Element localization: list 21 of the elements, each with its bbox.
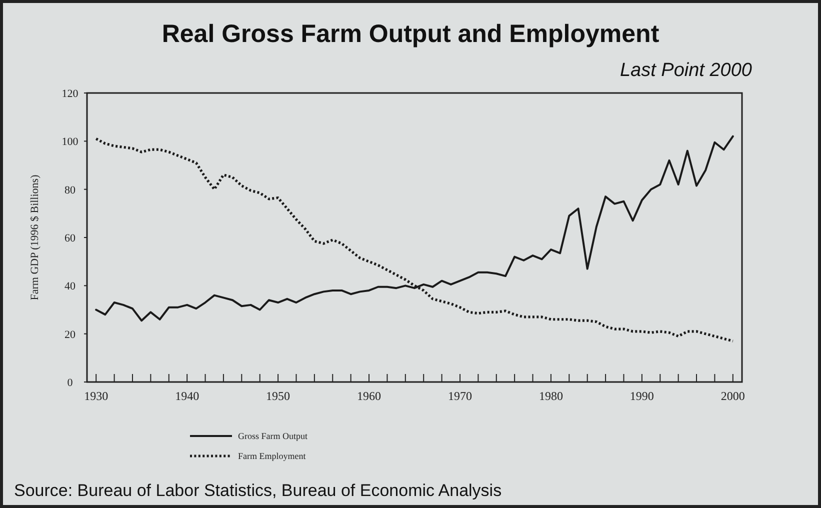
source-note: Source: Bureau of Labor Statistics, Bureau of Economic Analysis — [14, 481, 502, 500]
y-tick-label: 0 — [67, 377, 74, 389]
x-tick-label: 2000 — [720, 389, 745, 403]
chart-subtitle: Last Point 2000 — [620, 60, 752, 81]
y-tick-label: 60 — [64, 232, 76, 244]
y-tick-label: 20 — [64, 328, 76, 341]
x-tick-label: 1930 — [84, 389, 108, 403]
x-tick-label: 1950 — [266, 389, 290, 403]
x-tick-label: 1980 — [538, 389, 563, 403]
legend-label: Farm Employment — [238, 451, 306, 461]
x-tick-label: 1940 — [175, 389, 200, 403]
y-tick-label: 100 — [62, 136, 79, 148]
y-tick-label: 80 — [64, 184, 76, 196]
y-tick-label: 120 — [62, 88, 79, 100]
y-axis-title: Farm GDP (1996 $ Billions) — [29, 174, 41, 300]
x-tick-label: 1960 — [357, 389, 382, 403]
legend-label: Gross Farm Output — [238, 431, 308, 441]
x-tick-label: 1990 — [630, 389, 654, 403]
x-tick-label: 1970 — [448, 389, 472, 403]
chart-title: Real Gross Farm Output and Employment — [162, 20, 660, 48]
y-tick-label: 40 — [64, 280, 76, 293]
